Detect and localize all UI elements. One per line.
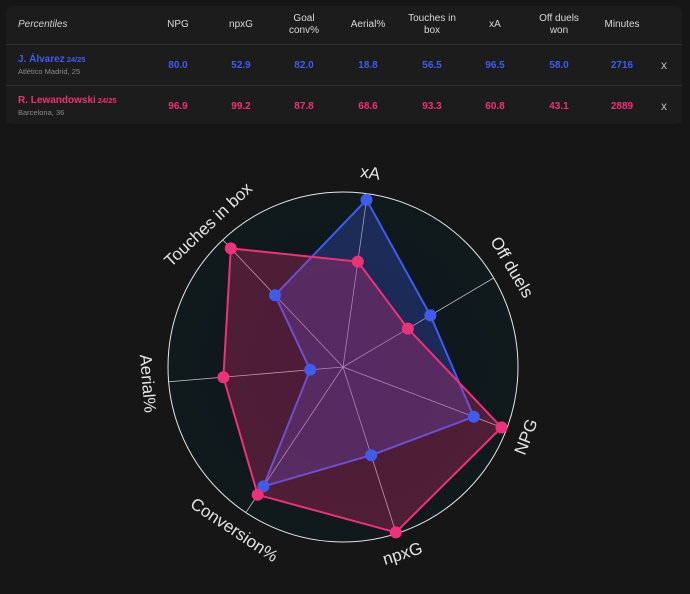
table-header: Percentiles NPG npxG Goal conv% Aerial% … bbox=[6, 6, 682, 45]
header-npg: NPG bbox=[167, 19, 189, 30]
axis-label: Aerial% bbox=[136, 354, 160, 414]
data-point bbox=[389, 526, 402, 539]
data-point bbox=[365, 449, 378, 462]
value-xa: 60.8 bbox=[485, 100, 505, 112]
header-off-duels-won: Off duels won bbox=[539, 13, 579, 36]
value-minutes: 2889 bbox=[610, 100, 634, 112]
player-row-lewandowski: R. Lewandowski 24/25 Barcelona, 36 96.9 9… bbox=[6, 86, 682, 126]
value-npg: 80.0 bbox=[168, 59, 188, 71]
data-point bbox=[424, 309, 437, 322]
data-point bbox=[495, 421, 508, 434]
data-point bbox=[224, 242, 237, 255]
data-point bbox=[351, 255, 364, 268]
header-touches-in-box: Touches in box bbox=[408, 13, 456, 36]
data-point bbox=[401, 322, 414, 335]
value-aerial: 68.6 bbox=[358, 100, 378, 112]
header-goal-conv: Goal conv% bbox=[288, 13, 319, 36]
player-row-alvarez: J. Álvarez 24/25 Atlético Madrid, 25 80.0… bbox=[6, 45, 682, 86]
player-name: J. Álvarez 24/25 bbox=[18, 54, 86, 65]
series-polygon bbox=[262, 198, 475, 488]
data-point bbox=[251, 488, 264, 501]
player-club: Atlético Madrid, 25 bbox=[18, 67, 81, 76]
player-club: Barcelona, 36 bbox=[18, 108, 65, 117]
value-npg: 96.9 bbox=[168, 100, 188, 112]
axis-label: NPG bbox=[511, 416, 542, 457]
data-point bbox=[467, 410, 480, 423]
radar-spoke bbox=[222, 239, 344, 368]
remove-player-button[interactable]: x bbox=[661, 58, 667, 72]
axis-label: xA bbox=[359, 162, 382, 184]
data-point bbox=[360, 193, 373, 206]
value-goal-conv: 87.8 bbox=[294, 100, 314, 112]
comparison-table: Percentiles NPG npxG Goal conv% Aerial% … bbox=[6, 6, 682, 124]
header-minutes: Minutes bbox=[604, 19, 640, 30]
remove-player-button[interactable]: x bbox=[661, 99, 667, 113]
header-aerial: Aerial% bbox=[350, 19, 386, 30]
value-npxg: 52.9 bbox=[231, 59, 251, 71]
value-npxg: 99.2 bbox=[231, 100, 251, 112]
axis-label: npxG bbox=[380, 538, 424, 568]
value-off-duels-won: 58.0 bbox=[549, 59, 569, 71]
series-polygon bbox=[222, 247, 503, 534]
value-touches-in-box: 93.3 bbox=[422, 100, 442, 112]
value-goal-conv: 82.0 bbox=[294, 59, 314, 71]
header-percentiles: Percentiles bbox=[18, 19, 68, 30]
value-off-duels-won: 43.1 bbox=[549, 100, 569, 112]
value-minutes: 2716 bbox=[610, 59, 634, 71]
header-npxg: npxG bbox=[229, 19, 253, 30]
value-aerial: 18.8 bbox=[358, 59, 378, 71]
data-point bbox=[217, 371, 230, 384]
value-touches-in-box: 56.5 bbox=[422, 59, 442, 71]
player-name: R. Lewandowski 24/25 bbox=[18, 95, 117, 106]
radar-spoke bbox=[342, 277, 494, 368]
data-point bbox=[269, 289, 281, 302]
data-point bbox=[304, 363, 317, 376]
data-point bbox=[257, 480, 270, 493]
header-xa: xA bbox=[489, 19, 501, 30]
value-xa: 96.5 bbox=[485, 59, 505, 71]
radar-spoke bbox=[342, 193, 368, 368]
